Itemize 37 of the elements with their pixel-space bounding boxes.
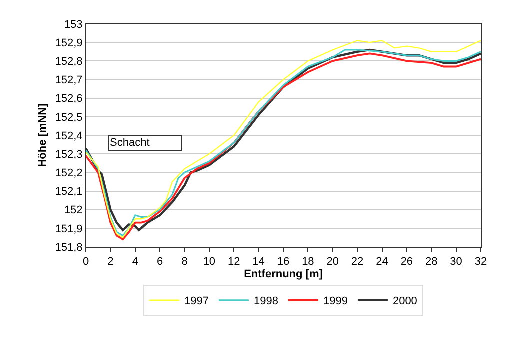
y-tick-label: 152,2 xyxy=(55,168,83,180)
legend-label: 1998 xyxy=(254,296,278,308)
x-axis-title: Entfernung [m] xyxy=(244,268,324,280)
x-tick-label: 16 xyxy=(277,256,290,268)
x-tick-label: 4 xyxy=(132,256,138,268)
x-tick-label: 2 xyxy=(108,256,114,268)
y-axis-title: Höhe [mNN] xyxy=(36,103,49,168)
x-tick-label: 0 xyxy=(82,256,90,268)
x-tick-label: 22 xyxy=(351,256,364,268)
legend-label: 1999 xyxy=(323,296,348,308)
y-tick-label: 152,1 xyxy=(55,186,83,198)
x-tick-label: 30 xyxy=(450,256,462,268)
y-tick-label: 152 xyxy=(64,204,83,217)
y-tick-label: 152,7 xyxy=(55,74,83,87)
x-tick-label: 32 xyxy=(474,256,488,268)
legend-label: 2000 xyxy=(392,296,418,308)
y-tick-label: 152,4 xyxy=(55,130,83,142)
annotation: Schacht xyxy=(110,137,180,149)
x-tick-label: 8 xyxy=(182,256,188,268)
x-tick-label: 28 xyxy=(426,256,438,268)
y-tick-label: 152,3 xyxy=(55,148,83,161)
x-tick-label: 18 xyxy=(302,256,314,268)
y-tick-label: 153 xyxy=(64,18,83,31)
y-tick-label: 151,8 xyxy=(55,242,83,254)
x-tick-label: 24 xyxy=(376,256,388,268)
y-tick-label: 151,9 xyxy=(55,223,83,236)
y-tick-label: 152,5 xyxy=(55,112,83,124)
x-tick-label: 20 xyxy=(326,256,340,268)
x-tick-label: 6 xyxy=(156,256,164,268)
y-tick-label: 152,9 xyxy=(55,37,83,50)
x-tick-label: 12 xyxy=(228,256,240,268)
y-tick-label: 152,6 xyxy=(55,93,83,106)
x-tick-label: 14 xyxy=(252,256,265,268)
x-tick-label: 10 xyxy=(203,256,216,268)
x-tick-label: 26 xyxy=(400,256,414,268)
legend-label: 1997 xyxy=(184,296,209,308)
y-tick-label: 152,8 xyxy=(55,56,83,68)
